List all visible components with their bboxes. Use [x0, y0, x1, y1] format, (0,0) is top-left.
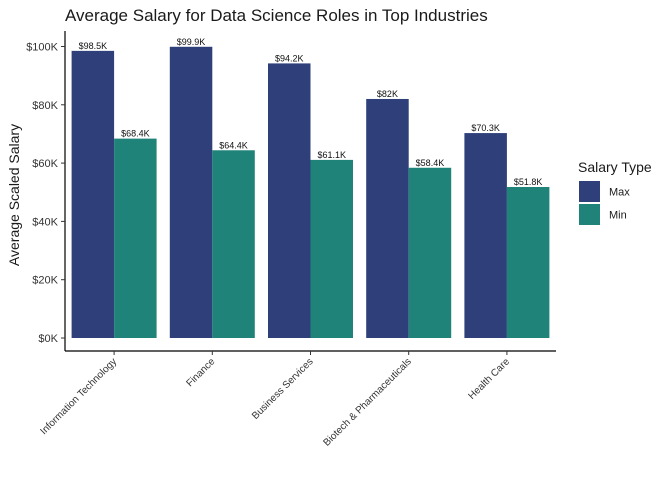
- y-tick-label: $40K: [32, 216, 58, 228]
- y-axis-label: Average Scaled Salary: [6, 124, 22, 266]
- y-tick-label: $100K: [26, 42, 58, 54]
- bar: [408, 167, 452, 338]
- legend-label: Min: [609, 210, 627, 222]
- legend-label: Max: [609, 187, 630, 199]
- bar: [310, 159, 353, 338]
- bar: [71, 50, 115, 339]
- data-label: $98.5K: [79, 41, 108, 51]
- data-label: $64.4K: [219, 140, 248, 150]
- bar: [464, 133, 507, 338]
- data-label: $99.9K: [177, 37, 206, 47]
- legend-title: Salary Type: [578, 159, 652, 175]
- y-tick-label: $0K: [38, 333, 58, 345]
- y-tick-label: $80K: [32, 100, 58, 112]
- data-label: $58.4K: [416, 158, 445, 168]
- bar: [506, 187, 550, 338]
- y-tick-label: $60K: [32, 158, 58, 170]
- data-label: $82K: [377, 89, 398, 99]
- y-tick-label: $20K: [32, 275, 58, 287]
- data-label: $94.2K: [275, 53, 304, 63]
- data-label: $51.8K: [514, 177, 543, 187]
- chart-title: Average Salary for Data Science Roles in…: [65, 6, 488, 25]
- bar: [169, 46, 213, 338]
- bar: [212, 150, 255, 338]
- bar: [268, 63, 311, 338]
- data-label: $61.1K: [317, 150, 346, 160]
- data-label: $68.4K: [121, 129, 150, 139]
- legend-key: [579, 204, 600, 225]
- legend-key: [579, 181, 600, 202]
- x-tick-label: Business Services: [250, 356, 316, 422]
- x-tick-label: Information Technology: [38, 356, 119, 437]
- plot-area: $0K $20K $40K $60K $80K $100K $98.5K $68.4K Info…: [26, 31, 556, 449]
- x-tick-label: Finance: [184, 356, 217, 389]
- x-tick-label: Health Care: [467, 356, 513, 402]
- data-label: $70.3K: [471, 123, 500, 133]
- x-tick-label: Biotech & Pharmaceuticals: [322, 356, 414, 448]
- legend: Salary Type Max Min: [578, 159, 652, 225]
- bar: [114, 138, 157, 338]
- bar: [366, 98, 409, 338]
